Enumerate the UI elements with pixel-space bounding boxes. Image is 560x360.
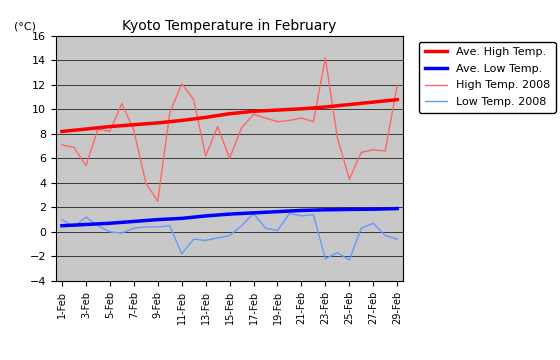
Text: (°C): (°C)	[15, 21, 36, 31]
Legend: Ave. High Temp., Ave. Low Temp., High Temp. 2008, Low Temp. 2008: Ave. High Temp., Ave. Low Temp., High Te…	[419, 41, 556, 113]
Title: Kyoto Temperature in February: Kyoto Temperature in February	[123, 19, 337, 33]
